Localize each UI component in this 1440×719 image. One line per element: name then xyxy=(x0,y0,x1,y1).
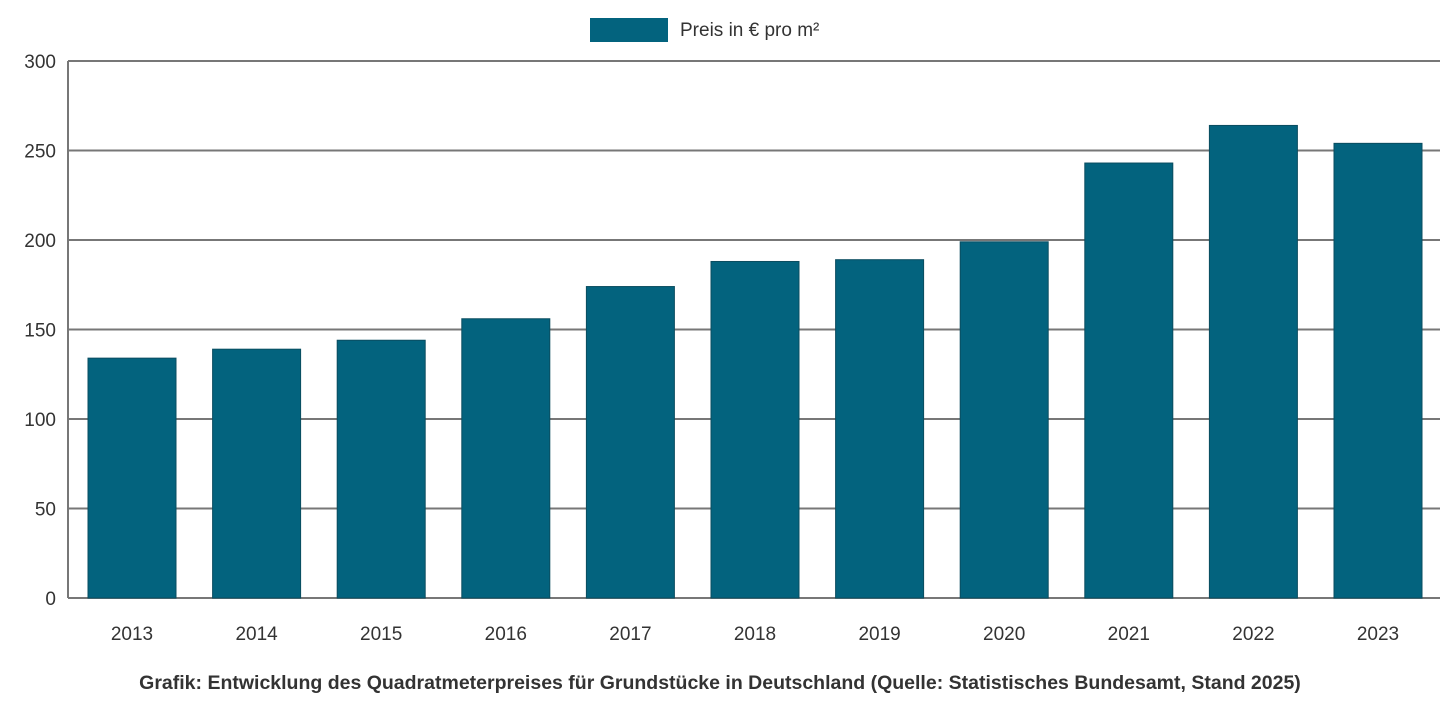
bar-2018 xyxy=(710,260,800,599)
y-tick-label: 0 xyxy=(45,589,56,610)
y-tick-label: 100 xyxy=(24,410,56,431)
x-tick-label: 2015 xyxy=(360,624,402,645)
x-tick-label: 2014 xyxy=(235,624,278,645)
bar-2020 xyxy=(959,241,1049,599)
bar-2019 xyxy=(835,259,925,599)
legend-label: Preis in € pro m² xyxy=(680,20,819,41)
x-tick-label: 2016 xyxy=(485,624,527,645)
bar-2022 xyxy=(1208,124,1298,599)
y-tick-label: 300 xyxy=(24,52,56,73)
legend-swatch xyxy=(590,18,668,42)
bar-2023 xyxy=(1333,142,1423,599)
legend: Preis in € pro m² xyxy=(590,18,819,42)
chart-caption: Grafik: Entwicklung des Quadratmeterprei… xyxy=(139,672,1301,694)
x-tick-label: 2013 xyxy=(111,624,153,645)
x-tick-label: 2023 xyxy=(1357,624,1399,645)
x-tick-label: 2017 xyxy=(609,624,651,645)
y-tick-label: 150 xyxy=(24,321,56,342)
bar-2013 xyxy=(87,357,177,599)
y-tick-label: 200 xyxy=(24,231,56,252)
y-tick-label: 250 xyxy=(24,142,56,163)
bar-2015 xyxy=(336,339,426,599)
bar-2017 xyxy=(585,286,675,599)
bar-chart: Preis in € pro m² 0 50 100 150 200 250 300 201… xyxy=(24,18,1440,645)
x-tick-label: 2019 xyxy=(858,624,900,645)
x-tick-label: 2021 xyxy=(1108,624,1150,645)
x-tick-label: 2022 xyxy=(1232,624,1274,645)
bar-2021 xyxy=(1084,162,1174,599)
x-tick-label: 2018 xyxy=(734,624,776,645)
y-tick-label: 50 xyxy=(35,500,56,521)
x-tick-label: 2020 xyxy=(983,624,1025,645)
bar-2016 xyxy=(461,318,551,599)
bar-2014 xyxy=(212,348,302,599)
